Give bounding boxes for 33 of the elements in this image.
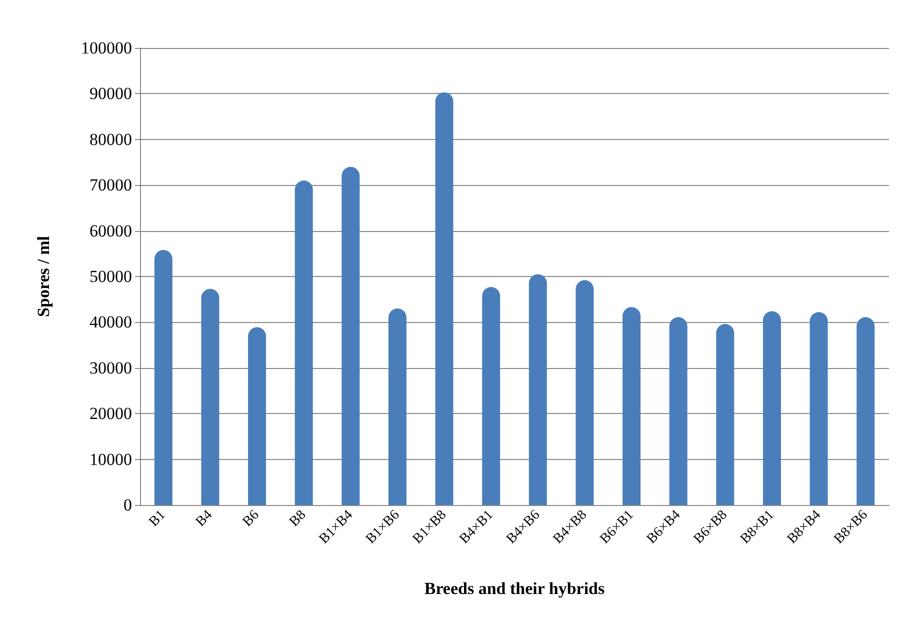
bar xyxy=(528,274,547,505)
y-tick-label: 50000 xyxy=(90,267,132,286)
bar xyxy=(388,308,406,505)
x-tick-label: B6 xyxy=(240,508,262,530)
x-tick-label: B4 xyxy=(193,508,216,530)
y-axis-title: Spores / ml xyxy=(34,236,53,317)
y-tick-label: 30000 xyxy=(90,358,132,378)
y-tick-label: 100000 xyxy=(81,38,132,58)
x-axis-title: Breeds and their hybrids xyxy=(424,579,606,598)
y-tick-label: 60000 xyxy=(90,221,132,240)
bar xyxy=(342,166,360,505)
bar xyxy=(201,288,220,505)
bar xyxy=(482,287,500,505)
y-tick-label: 90000 xyxy=(90,84,132,104)
bar xyxy=(435,92,454,505)
bar xyxy=(576,280,594,505)
bar xyxy=(669,317,688,505)
y-tick-label: 80000 xyxy=(90,130,132,149)
y-tick-label: 10000 xyxy=(90,450,132,469)
x-tick-label: B1 xyxy=(146,508,169,530)
y-tick-label: 20000 xyxy=(90,404,132,424)
bar xyxy=(810,312,828,505)
x-tick-label: B8 xyxy=(286,508,310,530)
bar xyxy=(856,317,875,505)
bar xyxy=(154,250,172,505)
bar xyxy=(762,311,781,505)
bar xyxy=(294,180,313,505)
y-tick-label: 70000 xyxy=(90,176,132,195)
y-tick-label: 0 xyxy=(124,496,132,514)
bar xyxy=(248,327,266,505)
bar xyxy=(622,307,641,505)
y-tick-label: 40000 xyxy=(90,312,132,332)
bar xyxy=(716,324,734,505)
